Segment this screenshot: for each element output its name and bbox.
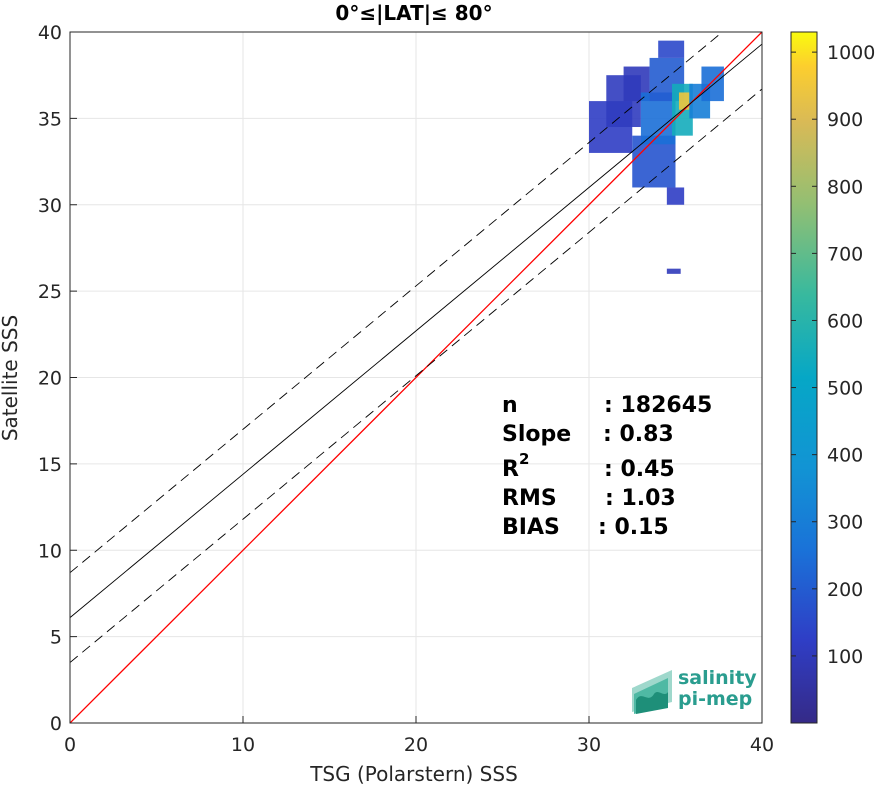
salinity-pi-mep-logo: salinity pi-mep (632, 667, 757, 714)
stat-r2-label: R (502, 457, 519, 482)
x-tick-label: 10 (231, 734, 255, 756)
colorbar-tick-label: 700 (827, 243, 863, 265)
density-cell (666, 268, 681, 274)
colorbar-tick-label: 200 (827, 579, 863, 601)
y-tick-label: 35 (38, 108, 62, 130)
density-cell (658, 40, 685, 58)
y-tick-label: 0 (50, 713, 62, 735)
stat-bias-value: : 0.15 (598, 515, 669, 540)
colorbar-tick-label: 300 (827, 512, 863, 534)
colorbar-tick-label: 600 (827, 310, 863, 332)
fit-lines (70, 32, 762, 723)
colorbar-tick-label: 900 (827, 109, 863, 131)
logo-line-1: salinity (678, 667, 757, 689)
stat-rms-label: RMS (502, 486, 557, 511)
density-cell (701, 66, 724, 102)
stats-box: n : 182645 Slope : 0.83 R 2 : 0.45 RMS :… (502, 393, 712, 540)
y-tick-label: 40 (38, 22, 62, 44)
stat-slope-label: Slope (502, 422, 571, 447)
colorbar-tick-label: 800 (827, 176, 863, 198)
stat-n-label: n (502, 393, 518, 418)
identity-line (70, 32, 762, 723)
x-axis-label: TSG (Polarstern) SSS (309, 762, 518, 786)
colorbar-tick-label: 1000 (827, 42, 875, 64)
colorbar-tick-label: 400 (827, 445, 863, 467)
regression-lower-line (70, 88, 762, 663)
logo-line-2: pi-mep (678, 688, 752, 710)
x-tick-label: 30 (577, 734, 601, 756)
x-tick-label: 0 (64, 734, 76, 756)
x-tick-label: 40 (750, 734, 774, 756)
regression-upper-line (70, 32, 724, 574)
x-tick-label: 20 (404, 734, 428, 756)
logo-wave-icon (632, 670, 672, 714)
density-cell (678, 92, 690, 110)
y-tick-label: 15 (38, 454, 62, 476)
y-tick-label: 5 (50, 627, 62, 649)
stat-n-value: : 182645 (604, 393, 712, 418)
stat-r2-value: : 0.45 (604, 457, 675, 482)
stat-bias-label: BIAS (502, 515, 560, 540)
y-tick-label: 30 (38, 195, 62, 217)
colorbar-ticks: 100 200 300 400 500 600 700 800 900 1000 (791, 42, 875, 668)
colorbar-tick-label: 100 (827, 646, 863, 668)
stat-r2-superscript: 2 (519, 450, 529, 468)
regression-line (70, 43, 762, 618)
x-axis-ticks: 0 10 20 30 40 (64, 716, 774, 756)
colorbar (790, 31, 818, 724)
y-tick-label: 20 (38, 368, 62, 390)
density-heatmap (589, 40, 724, 274)
chart-title: 0°≤|LAT|≤ 80° (335, 1, 492, 25)
stat-rms-value: : 1.03 (605, 486, 676, 511)
y-tick-label: 10 (38, 540, 62, 562)
colorbar-tick-label: 500 (827, 378, 863, 400)
y-tick-label: 25 (38, 281, 62, 303)
y-axis-label: Satellite SSS (0, 315, 22, 441)
density-cell (666, 187, 685, 205)
y-axis-ticks: 0 5 10 15 20 25 30 35 40 (38, 22, 77, 735)
stat-slope-value: : 0.83 (603, 422, 674, 447)
